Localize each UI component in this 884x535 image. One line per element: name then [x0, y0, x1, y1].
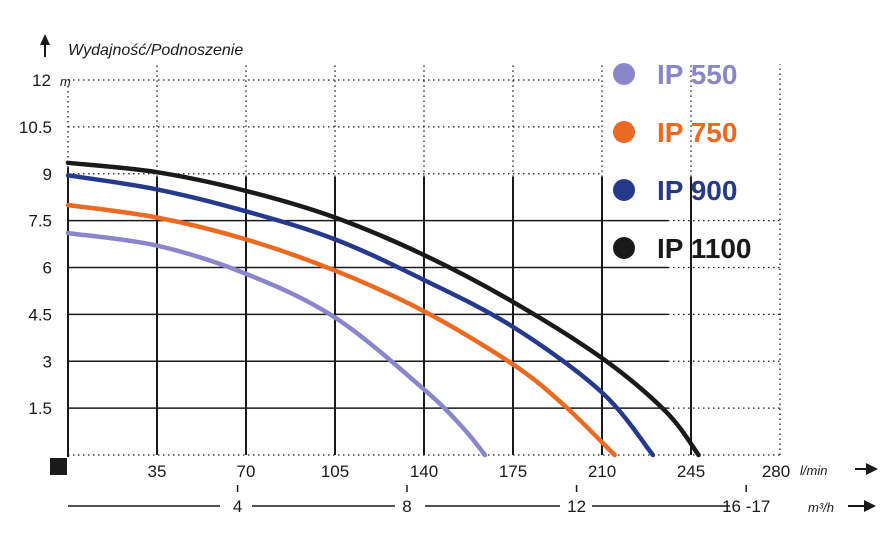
x-tick-label: 35 [148, 462, 167, 481]
y-tick-label: 7.5 [28, 212, 52, 231]
x-tick-label: 70 [237, 462, 256, 481]
y-tick-label: 4.5 [28, 305, 52, 324]
y-tick-label: 10.5 [19, 118, 52, 137]
x-tick-label: 175 [499, 462, 527, 481]
axes [40, 34, 878, 512]
x2-axis-arrow-head [864, 500, 876, 512]
x2-tick-label: 4 [233, 497, 242, 516]
x2-unit-label: m³/h [808, 500, 834, 515]
x-axis-arrow-head [866, 463, 878, 475]
legend-marker-ip-750 [613, 121, 635, 143]
series-line-ip-750 [65, 202, 617, 458]
x-tick-label: 245 [677, 462, 705, 481]
legend-label-ip-1100: IP 1100 [657, 233, 751, 264]
series-line-ip-1100 [65, 160, 701, 458]
y-tick-label: 12 [32, 71, 51, 90]
y-unit-label: m [60, 74, 71, 89]
legend-marker-ip-1100 [613, 237, 635, 259]
y-tick-label: 6 [43, 259, 52, 278]
x2-tick-label: 12 [567, 497, 586, 516]
origin-square [50, 458, 67, 475]
y-tick-label: 9 [43, 165, 52, 184]
series-line-ip-550 [65, 230, 488, 458]
x-unit-label: l/min [800, 463, 827, 478]
legend: IP 550 IP 750 IP 900 IP 1100 [613, 59, 751, 264]
legend-label-ip-550: IP 550 [657, 59, 737, 90]
x-tick-label: 280 [762, 462, 790, 481]
x2-tick-label: 8 [402, 497, 411, 516]
x-tick-label: 105 [321, 462, 349, 481]
legend-label-ip-900: IP 900 [657, 175, 737, 206]
y-tick-label: 3 [43, 352, 52, 371]
legend-marker-ip-900 [613, 179, 635, 201]
labels: 1.5 3 4.5 6 7.5 9 10.5 12 m Wydajność/Podnoszenie… [19, 42, 834, 516]
series-line-ip-900 [65, 173, 656, 458]
legend-label-ip-750: IP 750 [657, 117, 737, 148]
x-tick-label: 210 [588, 462, 616, 481]
y-tick-label: 1.5 [28, 399, 52, 418]
x2-tick-label: 16 -17 [722, 497, 770, 516]
curves [65, 160, 701, 458]
y-axis-arrow-head [40, 34, 50, 45]
x-tick-label: 140 [410, 462, 438, 481]
legend-marker-ip-550 [613, 63, 635, 85]
y-axis-title: Wydajność/Podnoszenie [68, 42, 243, 59]
